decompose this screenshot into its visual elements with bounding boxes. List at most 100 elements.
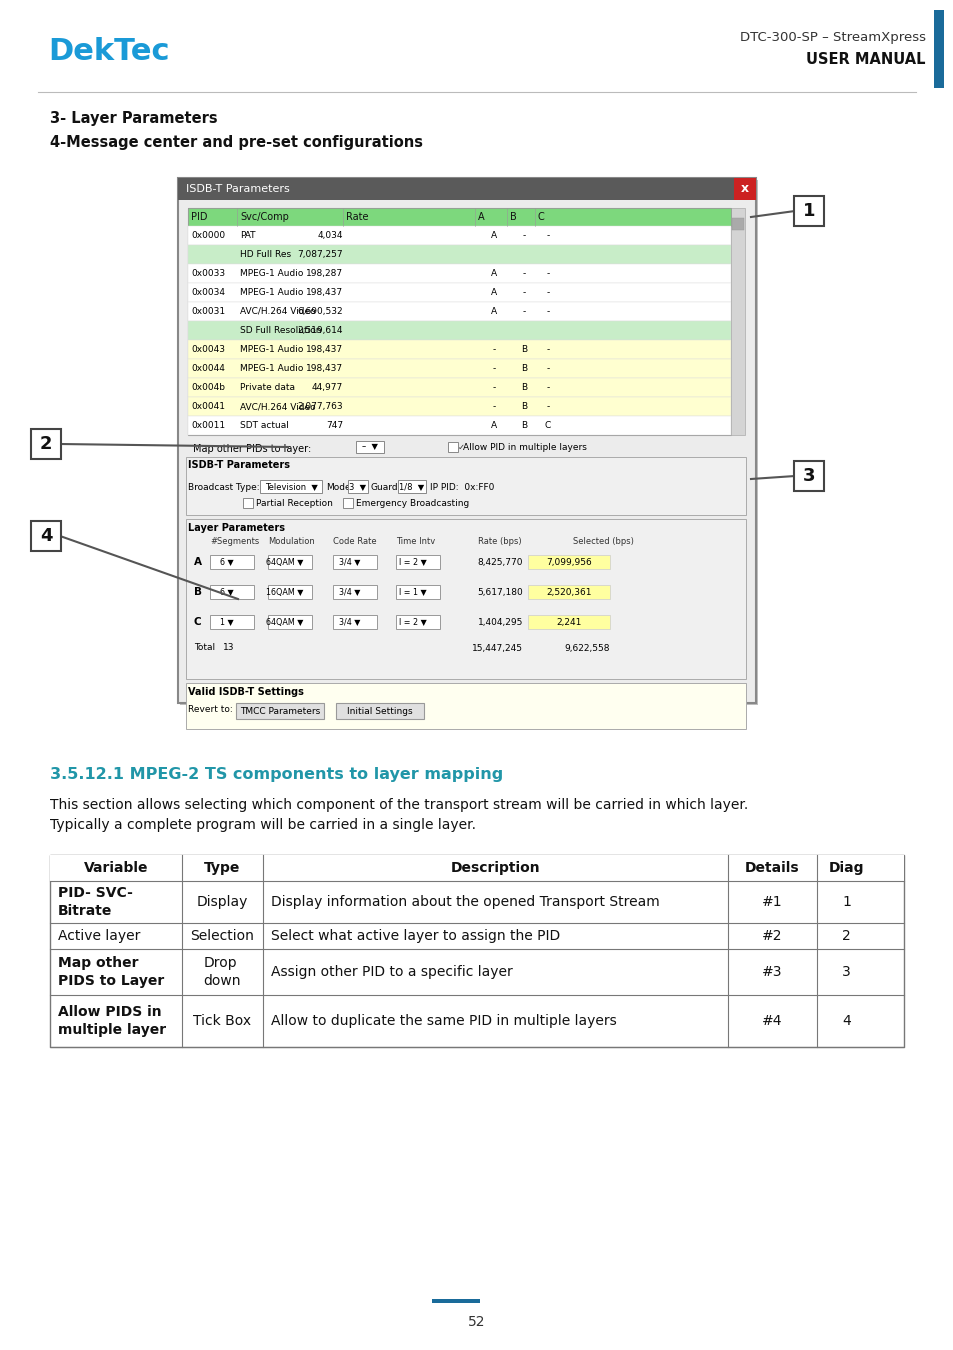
Text: 3/4 ▼: 3/4 ▼ bbox=[339, 617, 360, 626]
Text: 1: 1 bbox=[841, 895, 850, 909]
Text: A: A bbox=[491, 269, 497, 278]
Text: A: A bbox=[491, 288, 497, 297]
Bar bbox=[730, 208, 744, 435]
Text: x: x bbox=[740, 182, 748, 196]
FancyBboxPatch shape bbox=[793, 196, 823, 225]
Bar bbox=[50, 855, 903, 882]
Text: Mode:: Mode: bbox=[326, 482, 354, 491]
Text: -: - bbox=[546, 288, 549, 297]
Bar bbox=[188, 265, 730, 284]
Text: -: - bbox=[522, 306, 525, 316]
Text: 2,519,614: 2,519,614 bbox=[297, 325, 343, 335]
Bar bbox=[235, 703, 324, 720]
Text: 3/4 ▼: 3/4 ▼ bbox=[339, 587, 360, 597]
Text: Selected (bps): Selected (bps) bbox=[573, 536, 633, 545]
Bar bbox=[188, 244, 730, 265]
Text: -: - bbox=[492, 346, 496, 354]
Text: This section allows selecting which component of the transport stream will be ca: This section allows selecting which comp… bbox=[50, 798, 747, 811]
Bar bbox=[933, 9, 943, 88]
Text: Revert to:: Revert to: bbox=[188, 705, 233, 714]
Text: I = 2 ▼: I = 2 ▼ bbox=[398, 558, 426, 567]
Text: A: A bbox=[477, 212, 484, 221]
Text: –  ▼: – ▼ bbox=[361, 443, 377, 451]
Text: -: - bbox=[492, 364, 496, 373]
Text: -: - bbox=[546, 383, 549, 392]
Bar bbox=[268, 555, 312, 568]
Text: Map other
PIDS to Layer: Map other PIDS to Layer bbox=[58, 956, 164, 988]
Bar bbox=[188, 416, 730, 435]
Text: Allow PIDS in
multiple layer: Allow PIDS in multiple layer bbox=[58, 1004, 166, 1037]
Text: AVC/H.264 Video: AVC/H.264 Video bbox=[240, 402, 315, 410]
Text: #3: #3 bbox=[761, 965, 781, 979]
Text: 44,977: 44,977 bbox=[312, 383, 343, 392]
Text: 52: 52 bbox=[468, 1315, 485, 1328]
Bar bbox=[188, 284, 730, 302]
Text: Description: Description bbox=[450, 861, 539, 875]
Bar bbox=[333, 616, 376, 629]
Bar bbox=[178, 178, 755, 200]
Bar bbox=[188, 321, 730, 340]
Text: 13: 13 bbox=[223, 644, 234, 652]
Bar bbox=[432, 1299, 479, 1303]
Text: A: A bbox=[491, 421, 497, 431]
Text: 9,622,558: 9,622,558 bbox=[564, 644, 609, 652]
Text: 5,617,180: 5,617,180 bbox=[476, 587, 522, 597]
Bar bbox=[186, 518, 745, 679]
Text: Assign other PID to a specific layer: Assign other PID to a specific layer bbox=[271, 965, 512, 979]
Bar bbox=[348, 481, 368, 493]
Text: B: B bbox=[520, 346, 526, 354]
Text: #2: #2 bbox=[761, 929, 781, 944]
Text: -: - bbox=[522, 231, 525, 240]
Bar bbox=[395, 585, 439, 599]
Bar bbox=[188, 397, 730, 416]
Text: 6,690,532: 6,690,532 bbox=[297, 306, 343, 316]
Text: -: - bbox=[546, 402, 549, 410]
Text: A: A bbox=[491, 306, 497, 316]
Bar bbox=[188, 302, 730, 321]
Text: SDT actual: SDT actual bbox=[240, 421, 289, 431]
Text: Allow PID in multiple layers: Allow PID in multiple layers bbox=[462, 443, 586, 451]
Text: 64QAM ▼: 64QAM ▼ bbox=[266, 558, 303, 567]
FancyBboxPatch shape bbox=[793, 460, 823, 491]
Text: -: - bbox=[546, 306, 549, 316]
Text: 8,425,770: 8,425,770 bbox=[477, 558, 522, 567]
Text: ✓: ✓ bbox=[457, 443, 464, 451]
Text: Layer Parameters: Layer Parameters bbox=[188, 522, 285, 533]
Text: I = 2 ▼: I = 2 ▼ bbox=[398, 617, 426, 626]
Text: B: B bbox=[520, 402, 526, 410]
Text: 6 ▼: 6 ▼ bbox=[220, 558, 233, 567]
Text: MPEG-1 Audio: MPEG-1 Audio bbox=[240, 346, 303, 354]
Text: 3  ▼: 3 ▼ bbox=[349, 482, 366, 491]
Text: SD Full Resolution: SD Full Resolution bbox=[240, 325, 321, 335]
Text: MPEG-1 Audio: MPEG-1 Audio bbox=[240, 269, 303, 278]
Bar bbox=[210, 555, 253, 568]
Text: Drop
down: Drop down bbox=[204, 956, 241, 988]
Text: 0x0033: 0x0033 bbox=[191, 269, 225, 278]
Text: 7,087,257: 7,087,257 bbox=[297, 250, 343, 259]
Text: PAT: PAT bbox=[240, 231, 255, 240]
Text: 1: 1 bbox=[801, 202, 815, 220]
Text: 0x0031: 0x0031 bbox=[191, 306, 225, 316]
Text: Display information about the opened Transport Stream: Display information about the opened Tra… bbox=[271, 895, 659, 909]
FancyBboxPatch shape bbox=[30, 521, 61, 551]
Text: Variable: Variable bbox=[84, 861, 148, 875]
Text: 3- Layer Parameters: 3- Layer Parameters bbox=[50, 111, 217, 126]
Text: Tick Box: Tick Box bbox=[193, 1014, 252, 1027]
Text: B: B bbox=[510, 212, 517, 221]
Bar bbox=[355, 441, 384, 454]
Text: Rate (bps): Rate (bps) bbox=[477, 536, 521, 545]
Bar bbox=[188, 378, 730, 397]
Text: DekTec: DekTec bbox=[48, 38, 170, 66]
Bar bbox=[527, 555, 609, 568]
Text: Time Intv: Time Intv bbox=[395, 536, 435, 545]
Text: ISDB-T Parameters: ISDB-T Parameters bbox=[188, 460, 290, 470]
Text: Select what active layer to assign the PID: Select what active layer to assign the P… bbox=[271, 929, 559, 944]
Text: 3: 3 bbox=[801, 467, 815, 485]
Text: -: - bbox=[522, 269, 525, 278]
Text: Code Rate: Code Rate bbox=[333, 536, 376, 545]
Bar bbox=[397, 481, 426, 493]
Bar bbox=[188, 208, 730, 435]
Text: Map other PIDs to layer:: Map other PIDs to layer: bbox=[193, 444, 311, 454]
Text: ISDB-T Parameters: ISDB-T Parameters bbox=[186, 184, 290, 194]
Bar bbox=[335, 703, 423, 720]
